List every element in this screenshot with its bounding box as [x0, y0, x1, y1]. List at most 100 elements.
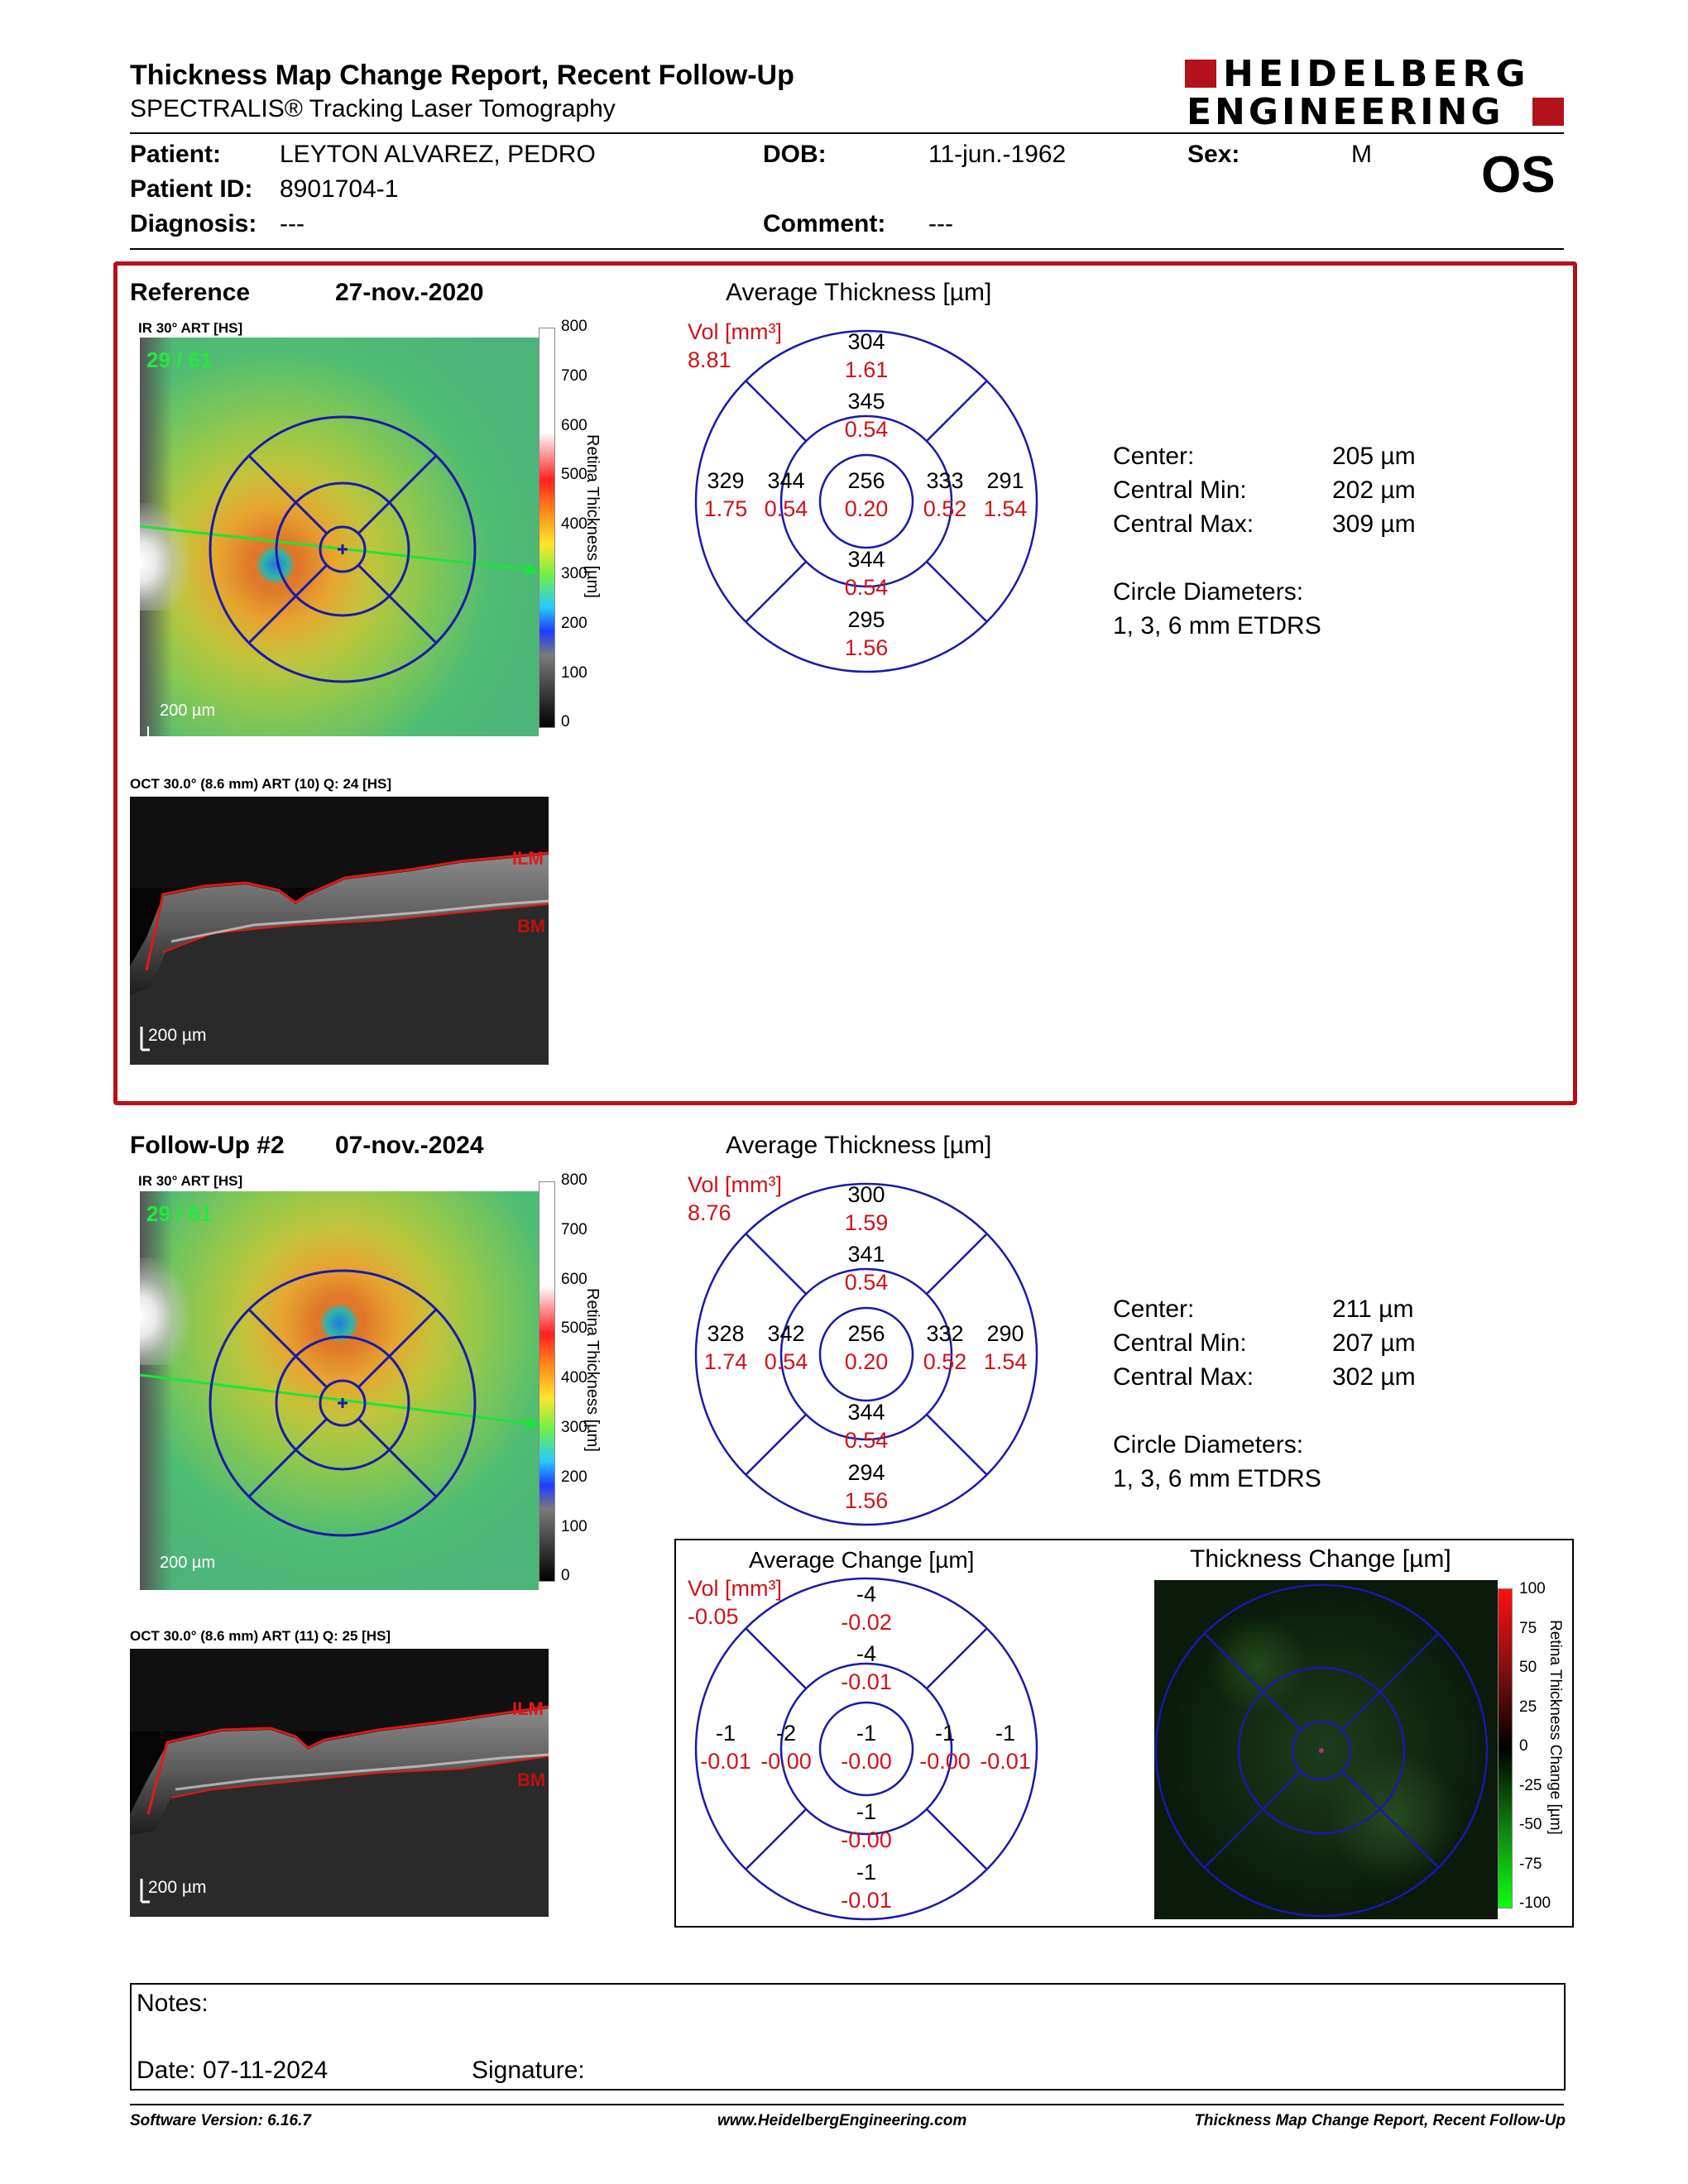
fu-scale-tick-2: 600: [561, 1270, 587, 1288]
fu-ir-caption: IR 30° ART [HS]: [138, 1173, 243, 1189]
footer-software: Software Version: 6.16.7: [130, 2112, 311, 2129]
ref-center-vol: 0.20: [844, 496, 889, 521]
change-inner-nasal: -1: [934, 1721, 955, 1746]
ref-ir-scalebar: 200 µm: [160, 702, 216, 720]
ref-scale-tick-8: 0: [561, 713, 570, 731]
ref-circle-value: 1, 3, 6 mm ETDRS: [1113, 612, 1321, 639]
change-outer-inferior: -1: [856, 1860, 876, 1885]
ref-inner-temporal-vol: 0.54: [764, 496, 808, 521]
change-scale-tick-7: -75: [1519, 1855, 1542, 1873]
change-outer-superior-vol: -0.02: [841, 1610, 892, 1635]
ref-scale-tick-6: 200: [561, 614, 587, 632]
fu-outer-temporal: 328: [707, 1321, 745, 1346]
ref-outer-temporal: 329: [707, 468, 745, 493]
ref-outer-inferior-vol: 1.56: [844, 635, 889, 660]
change-scale-tick-3: 25: [1519, 1698, 1537, 1716]
fu-max-label: Central Max:: [1113, 1363, 1254, 1391]
fu-scale-tick-6: 200: [561, 1468, 587, 1486]
fu-inner-superior: 341: [847, 1242, 885, 1267]
ref-inner-nasal-vol: 0.52: [923, 496, 967, 521]
reference-label: Reference: [130, 279, 251, 306]
fu-ir-thickness-map: 29 / 61 200 µm: [140, 1191, 539, 1590]
sex-label: Sex:: [1187, 141, 1240, 168]
ref-outer-superior: 304: [847, 329, 885, 354]
fu-oct-ilm-label: ILM: [512, 1698, 544, 1719]
change-scale-tick-4: 0: [1519, 1737, 1528, 1755]
reference-date: 27-nov.-2020: [335, 279, 484, 306]
fu-ir-frame-counter: 29 / 61: [146, 1201, 213, 1226]
ref-outer-superior-vol: 1.61: [844, 357, 889, 382]
reference-frame: [113, 261, 1577, 1105]
ref-outer-nasal: 291: [986, 468, 1024, 493]
fu-outer-temporal-vol: 1.74: [703, 1349, 748, 1374]
fu-inner-inferior-vol: 0.54: [844, 1428, 889, 1453]
ref-inner-inferior: 344: [847, 547, 885, 572]
notes-box[interactable]: [130, 1983, 1566, 2091]
ref-min-label: Central Min:: [1113, 477, 1247, 504]
fu-scale-tick-3: 500: [561, 1320, 587, 1338]
ref-inner-nasal: 333: [926, 468, 964, 493]
ref-vol-label: Vol [mm³]: [688, 319, 783, 344]
logo-line1: HEIDELBERG: [1223, 53, 1531, 95]
report-subtitle: SPECTRALIS® Tracking Laser Tomography: [130, 95, 616, 122]
change-outer-temporal-vol: -0.01: [700, 1749, 751, 1774]
diagnosis-value: ---: [280, 210, 305, 237]
fu-scale-tick-1: 700: [561, 1220, 587, 1238]
ref-oct-bscan: ILM BM 200 µm: [130, 797, 549, 1065]
comment-label: Comment:: [763, 210, 886, 237]
fu-outer-superior-vol: 1.59: [844, 1210, 889, 1235]
fu-outer-superior: 300: [847, 1182, 885, 1207]
ref-center: 256: [847, 468, 885, 493]
fu-circle-value: 1, 3, 6 mm ETDRS: [1113, 1465, 1321, 1492]
eye-indicator: OS: [1481, 146, 1556, 204]
ref-oct-caption: OCT 30.0° (8.6 mm) ART (10) Q: 24 [HS]: [130, 776, 392, 792]
fu-inner-superior-vol: 0.54: [844, 1270, 889, 1295]
change-inner-superior: -4: [856, 1641, 876, 1666]
fu-scale-tick-8: 0: [561, 1567, 570, 1585]
ref-scale-tick-3: 500: [561, 466, 587, 484]
followup-date: 07-nov.-2024: [335, 1132, 484, 1159]
patient-id-value: 8901704-1: [280, 175, 399, 203]
fu-max-value: 302 µm: [1332, 1363, 1416, 1391]
notes-date: Date: 07-11-2024: [137, 2057, 328, 2084]
fu-oct-bm-label: BM: [517, 1770, 546, 1790]
change-color-scale: [1498, 1588, 1513, 1909]
fu-scale-tick-7: 100: [561, 1517, 587, 1535]
fu-scale-tick-0: 800: [561, 1171, 587, 1189]
fu-inner-nasal-vol: 0.52: [923, 1349, 967, 1374]
notes-label: Notes:: [137, 1990, 209, 2017]
fu-outer-inferior: 294: [847, 1460, 885, 1485]
ref-outer-temporal-vol: 1.75: [703, 496, 748, 521]
change-map-title: Thickness Change [µm]: [1190, 1545, 1451, 1573]
fu-scale-tick-5: 300: [561, 1419, 587, 1436]
change-inner-inferior-vol: -0.00: [841, 1827, 892, 1852]
notes-signature-label: Signature:: [472, 2057, 585, 2084]
ref-scale-tick-2: 600: [561, 416, 587, 434]
fu-inner-inferior: 344: [847, 1400, 885, 1425]
fu-center: 256: [847, 1321, 885, 1346]
ref-vol-value: 8.81: [688, 347, 731, 372]
footer-report-name: Thickness Map Change Report, Recent Foll…: [1194, 2112, 1566, 2129]
ref-scale-title: Retina Thickness [µm]: [583, 434, 602, 598]
ref-max-label: Central Max:: [1113, 510, 1254, 538]
heidelberg-logo: HEIDELBERG ENGINEERING: [1185, 53, 1566, 133]
fu-oct-caption: OCT 30.0° (8.6 mm) ART (11) Q: 25 [HS]: [130, 1628, 391, 1644]
patient-name: LEYTON ALVAREZ, PEDRO: [280, 141, 596, 168]
patient-label: Patient:: [130, 141, 222, 168]
footer-url[interactable]: www.HeidelbergEngineering.com: [717, 2112, 967, 2129]
ref-ir-caption: IR 30° ART [HS]: [138, 320, 243, 336]
change-outer-nasal: -1: [995, 1721, 1015, 1746]
ref-max-value: 309 µm: [1332, 510, 1416, 538]
fu-center-label: Center:: [1113, 1296, 1195, 1323]
change-box: [674, 1539, 1574, 1928]
change-outer-inferior-vol: -0.01: [841, 1888, 892, 1913]
fu-etdrs-grid: [694, 1182, 1038, 1526]
dob-value: 11-jun.-1962: [928, 141, 1067, 168]
fu-min-label: Central Min:: [1113, 1329, 1247, 1357]
ref-scale-tick-7: 100: [561, 663, 587, 682]
logo-square-top: [1185, 60, 1216, 88]
fu-inner-temporal: 342: [767, 1321, 805, 1346]
change-scale-tick-6: -50: [1519, 1816, 1542, 1833]
change-avg-title: Average Change [µm]: [749, 1547, 975, 1573]
change-scale-tick-0: 100: [1519, 1580, 1546, 1597]
